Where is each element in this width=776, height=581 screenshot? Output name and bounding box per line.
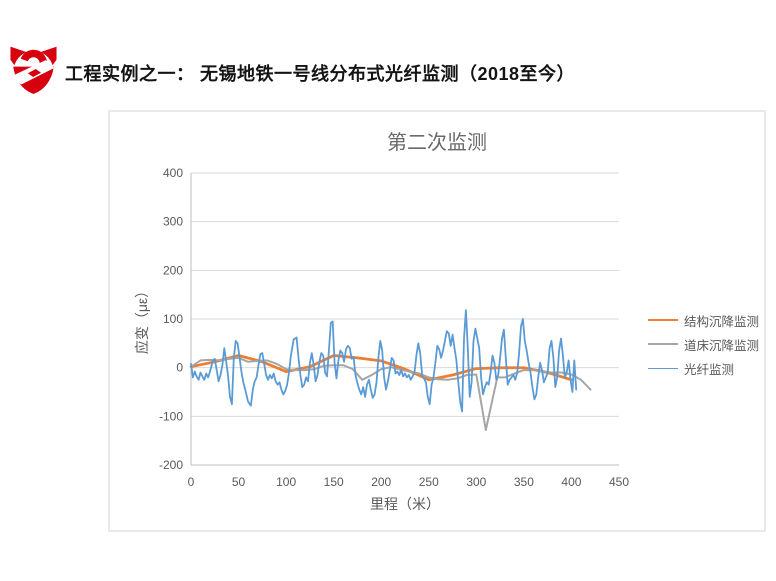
company-logo-icon	[10, 46, 57, 94]
legend-item: 光纤监测	[648, 356, 759, 380]
y-tick-label: 0	[176, 361, 183, 375]
line-chart-plot: 400 300 200 100 0 -100 -200 0 50 100 150 200 250 300 3…	[159, 166, 629, 489]
legend-label: 道床沉降监测	[684, 338, 760, 353]
y-axis-title: 应变（με）	[134, 283, 150, 355]
x-tick-label: 50	[232, 475, 246, 489]
legend-label: 光纤监测	[684, 362, 735, 377]
x-tick-label: 400	[561, 475, 581, 489]
legend-item: 结构沉降监测	[648, 308, 759, 332]
y-tick-label: 100	[163, 312, 183, 326]
x-tick-label: 300	[466, 475, 486, 489]
y-tick-label: -100	[159, 409, 183, 423]
legend-label: 结构沉降监测	[684, 314, 760, 329]
y-tick-label: 400	[163, 166, 183, 180]
series-line-0	[189, 354, 573, 382]
y-tick-label: -200	[159, 458, 183, 472]
legend-line-swatch	[648, 343, 678, 345]
x-tick-label: 200	[371, 475, 391, 489]
x-tick-label: 350	[514, 475, 534, 489]
slide-title: 工程实例之一： 无锡地铁一号线分布式光纤监测（2018至今）	[65, 64, 576, 84]
chart-title: 第二次监测	[387, 132, 487, 154]
y-tick-label: 200	[163, 263, 183, 277]
legend-line-swatch	[648, 319, 678, 321]
legend-item: 道床沉降监测	[648, 332, 759, 356]
legend-line-swatch	[648, 367, 678, 369]
chart-panel: 第二次监测 400 300 200 100 0 -100 -200 0 50 100 150 200 2…	[108, 110, 766, 532]
x-tick-label: 150	[324, 475, 344, 489]
x-tick-label: 100	[276, 475, 296, 489]
y-tick-label: 300	[163, 215, 183, 229]
x-tick-label: 0	[188, 475, 195, 489]
x-axis-title: 里程（米）	[370, 496, 440, 512]
chart-legend: 结构沉降监测 道床沉降监测 光纤监测	[648, 308, 759, 380]
series-line-2	[190, 309, 578, 413]
x-tick-label: 250	[419, 475, 439, 489]
x-tick-label: 450	[609, 475, 629, 489]
